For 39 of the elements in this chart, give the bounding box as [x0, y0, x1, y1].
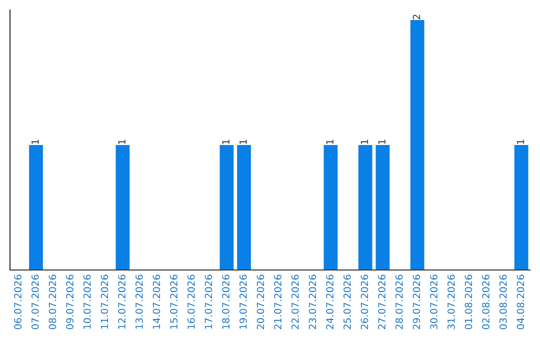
x-tick-label: 31.07.2026: [447, 274, 455, 330]
x-tick-label: 02.08.2026: [482, 274, 490, 330]
data-label: 1: [118, 140, 126, 144]
x-tick-label: 10.07.2026: [83, 274, 91, 329]
x-tick-label: 16.07.2026: [187, 274, 195, 329]
x-tick-label: 14.07.2026: [152, 274, 160, 329]
x-tick-label: 13.07.2026: [135, 274, 143, 329]
data-label: 1: [326, 140, 334, 144]
x-tick-label: 19.07.2026: [239, 274, 247, 329]
x-tick-label: 04.08.2026: [516, 274, 524, 330]
x-tick-label: 07.07.2026: [31, 274, 39, 330]
x-tick-label: 17.07.2026: [204, 274, 212, 329]
x-tick-label: 09.07.2026: [66, 274, 74, 330]
data-label: 1: [516, 140, 524, 144]
data-label: 1: [32, 140, 39, 144]
x-tick-label: 15.07.2026: [170, 274, 178, 329]
x-tick-label: 27.07.2026: [378, 274, 386, 330]
x-tick-label: 21.07.2026: [274, 274, 282, 330]
data-label: 1: [378, 140, 386, 144]
data-label: 2: [412, 14, 420, 20]
data-label: 1: [240, 140, 247, 144]
x-tick-label: 30.07.2026: [430, 274, 438, 330]
x-tick-label: 23.07.2026: [308, 274, 316, 330]
x-tick-label: 20.07.2026: [256, 274, 264, 330]
data-label: 1: [360, 140, 368, 144]
x-tick-label: 01.08.2026: [464, 274, 472, 330]
x-tick-label: 12.07.2026: [118, 274, 126, 329]
data-label: 1: [222, 140, 230, 144]
x-tick-label: 29.07.2026: [412, 274, 420, 330]
x-tick-label: 25.07.2026: [343, 274, 351, 330]
x-tick-label: 03.08.2026: [499, 274, 507, 330]
x-tick-label: 28.07.2026: [395, 274, 403, 330]
x-tick-label: 11.07.2026: [100, 274, 108, 329]
x-tick-label: 26.07.2026: [360, 274, 368, 330]
x-tick-label: 18.07.2026: [222, 274, 230, 329]
x-tick-label: 24.07.2026: [326, 274, 334, 330]
x-tick-label: 08.07.2026: [48, 274, 56, 330]
x-tick-label: 22.07.2026: [291, 274, 299, 330]
x-tick-label: 06.07.2026: [14, 274, 22, 330]
